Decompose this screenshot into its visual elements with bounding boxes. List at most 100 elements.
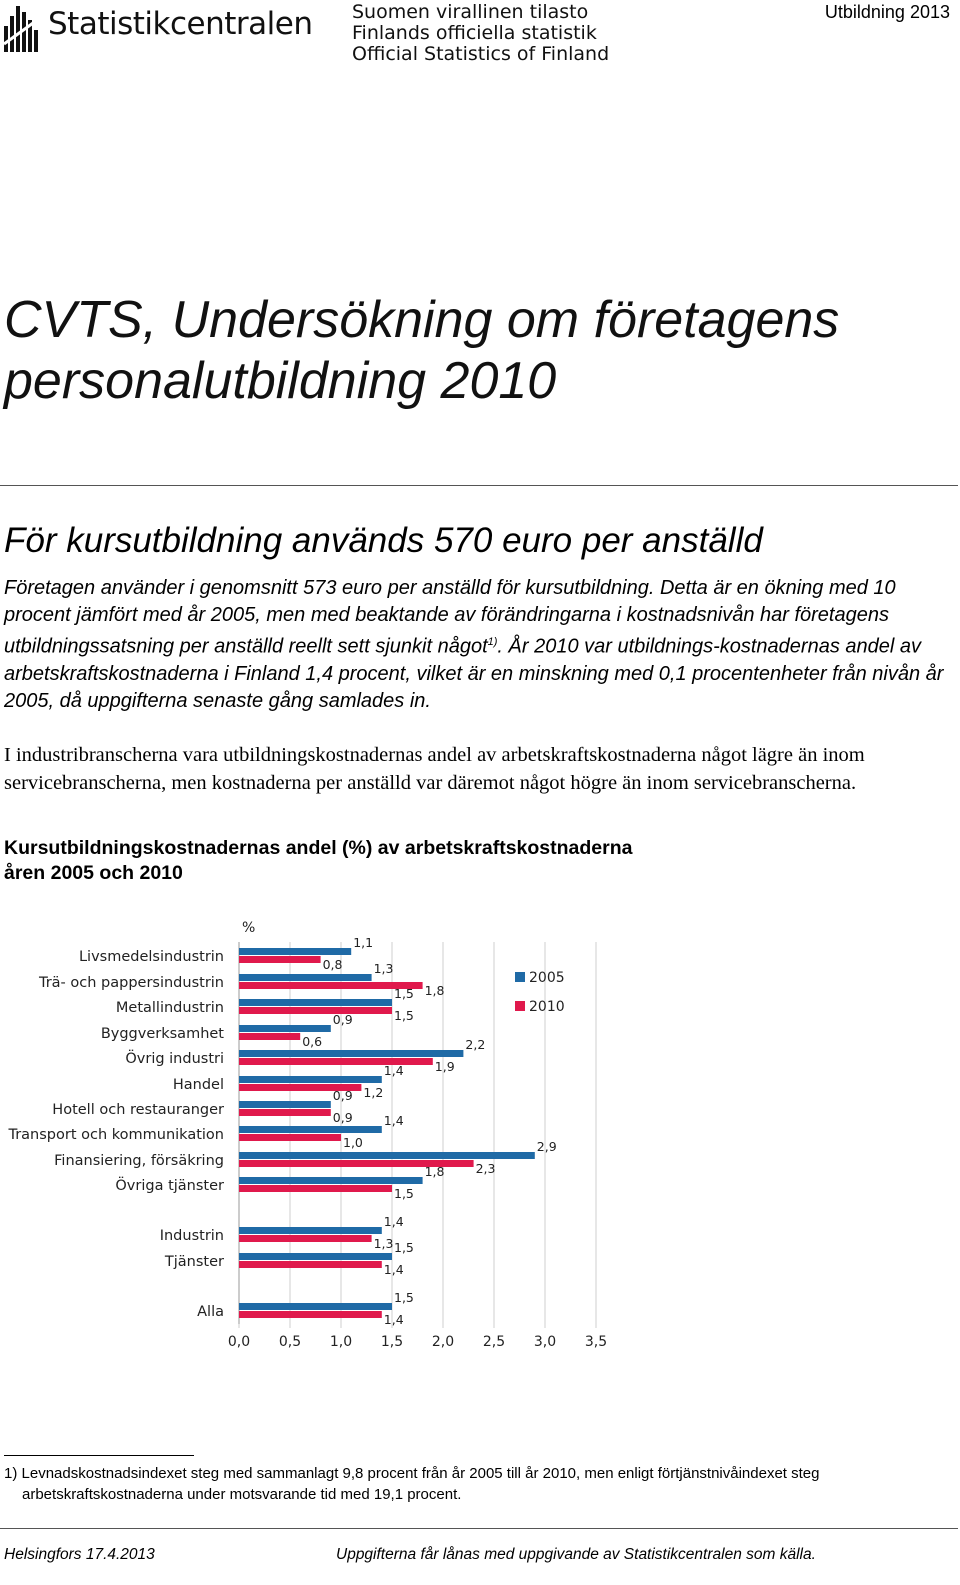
bar-2005 — [239, 1177, 423, 1184]
footnote-line1: Levnadskostnadsindexet steg med sammanla… — [21, 1465, 820, 1482]
x-tick-label: 2,5 — [483, 1334, 505, 1350]
bar-2010 — [239, 982, 423, 989]
data-label-2005: 1,5 — [394, 1290, 414, 1305]
x-tick-label: 1,5 — [381, 1334, 403, 1350]
footnote-line2: arbetskraftskostnaderna under motsvarand… — [22, 1486, 462, 1503]
footnote-marker: 1) — [4, 1465, 18, 1482]
x-tick-label: 0,0 — [228, 1334, 250, 1350]
legend-swatch-2005 — [515, 972, 525, 982]
body-paragraph: I industribranscherna vara utbildningsko… — [4, 744, 865, 794]
bar-2005 — [239, 1152, 535, 1159]
data-label-2010: 1,5 — [394, 1186, 414, 1201]
footer-notice: Uppgifterna får lånas med uppgivande av … — [336, 1546, 816, 1563]
legend-swatch-2010 — [515, 1001, 525, 1011]
bar-2005 — [239, 974, 372, 981]
official-line-fi: Suomen virallinen tilasto — [352, 1, 589, 23]
category-label: Finansiering, försäkring — [54, 1153, 224, 1169]
section-heading: För kursutbildning används 570 euro per … — [4, 521, 763, 560]
series-label: Utbildning 2013 — [824, 2, 950, 22]
official-line-sv: Finlands officiella statistik — [352, 22, 597, 44]
data-label-2005: 1,1 — [353, 935, 373, 950]
data-label-2010: 1,0 — [343, 1135, 363, 1150]
lead-text-part1: Företagen använder i genomsnitt 573 euro… — [4, 577, 896, 658]
x-tick-label: 1,0 — [330, 1334, 352, 1350]
category-label: Trä- och pappersindustrin — [38, 975, 224, 991]
official-line-en: Official Statistics of Finland — [352, 43, 610, 65]
data-label-2005: 2,9 — [537, 1139, 557, 1154]
category-label: Övriga tjänster — [115, 1176, 224, 1194]
bar-2010 — [239, 956, 321, 963]
bar-2010 — [239, 1007, 392, 1014]
footnote-divider — [4, 1455, 194, 1456]
bar-2010 — [239, 1058, 433, 1065]
bar-2010 — [239, 1033, 301, 1040]
title-divider — [0, 485, 958, 486]
page-title: CVTS, Undersökning om företagens persona… — [4, 291, 840, 410]
chart-title-line2: åren 2005 och 2010 — [4, 862, 183, 884]
footer-place-date: Helsingfors 17.4.2013 — [4, 1546, 155, 1563]
bar-2005 — [239, 999, 392, 1006]
footer-divider — [0, 1528, 958, 1529]
x-tick-label: 3,5 — [585, 1334, 607, 1350]
data-label-2005: 1,8 — [425, 1164, 445, 1179]
data-label-2005: 1,4 — [384, 1063, 404, 1078]
data-label-2005: 0,9 — [333, 1088, 353, 1103]
x-tick-label: 3,0 — [534, 1334, 556, 1350]
data-label-2010: 1,5 — [394, 1008, 414, 1023]
data-label-2010: 1,9 — [435, 1059, 455, 1074]
category-label: Metallindustrin — [116, 1000, 224, 1016]
data-label-2005: 1,5 — [394, 1240, 414, 1255]
legend-label-2010: 2010 — [529, 999, 565, 1015]
statistics-finland-logo-icon — [4, 6, 41, 52]
data-label-2010: 1,3 — [374, 1236, 394, 1251]
official-statistics-label: Suomen virallinen tilasto Finlands offic… — [352, 2, 609, 65]
data-label-2010: 1,4 — [384, 1312, 404, 1327]
legend-label-2005: 2005 — [529, 970, 565, 986]
x-tick-label: 2,0 — [432, 1334, 454, 1350]
brand-name: Statistikcentralen — [48, 6, 313, 42]
bar-2010 — [239, 1134, 341, 1141]
chart-title: Kursutbildningskostnadernas andel (%) av… — [4, 836, 633, 886]
bar-2010 — [239, 1261, 382, 1268]
data-label-2010: 2,3 — [476, 1161, 496, 1176]
data-label-2010: 0,8 — [323, 957, 343, 972]
data-label-2010: 1,8 — [425, 983, 445, 998]
bar-2005 — [239, 1253, 392, 1260]
data-label-2005: 1,5 — [394, 986, 414, 1001]
bar-2005 — [239, 1126, 382, 1133]
data-label-2005: 1,4 — [384, 1113, 404, 1128]
category-label: Tjänster — [164, 1254, 224, 1270]
data-label-2010: 1,2 — [363, 1085, 383, 1100]
category-label: Alla — [197, 1304, 224, 1320]
category-label: Byggverksamhet — [101, 1026, 224, 1042]
unit-label: % — [242, 920, 255, 936]
bar-2010 — [239, 1160, 474, 1167]
lead-text-part2: . År 2010 var utbildnings-kostnadernas a… — [4, 635, 944, 712]
chart-title-line1: Kursutbildningskostnadernas andel (%) av… — [4, 837, 633, 859]
bar-2010 — [239, 1084, 362, 1091]
footnote-ref: 1) — [487, 636, 498, 648]
data-label-2005: 0,9 — [333, 1012, 353, 1027]
category-label: Övrig industri — [125, 1049, 224, 1067]
bar-2010 — [239, 1109, 331, 1116]
category-label: Livsmedelsindustrin — [79, 949, 224, 965]
bar-2010 — [239, 1311, 382, 1318]
category-label: Handel — [173, 1077, 224, 1093]
bar-chart: 0,0 0,5 1,0 1,5 2,0 2,5 3,0 3,5% Livsmedelsindus… — [7, 920, 607, 1350]
bar-2005 — [239, 1303, 392, 1310]
data-label-2005: 2,2 — [465, 1037, 485, 1052]
bar-2005 — [239, 1050, 464, 1057]
bar-2010 — [239, 1235, 372, 1242]
bar-2010 — [239, 1185, 392, 1192]
data-label-2005: 1,4 — [384, 1214, 404, 1229]
data-label-2010: 0,6 — [302, 1034, 322, 1049]
category-label: Hotell och restauranger — [52, 1102, 224, 1118]
data-label-2010: 0,9 — [333, 1110, 353, 1125]
lead-paragraph: Företagen använder i genomsnitt 573 euro… — [4, 575, 954, 715]
data-label-2010: 1,4 — [384, 1262, 404, 1277]
category-label: Industrin — [160, 1228, 224, 1244]
bar-2005 — [239, 1227, 382, 1234]
data-label-2005: 1,3 — [374, 961, 394, 976]
footnote: 1) Levnadskostnadsindexet steg med samma… — [4, 1463, 954, 1505]
category-label: Transport och kommunikation — [7, 1127, 224, 1143]
